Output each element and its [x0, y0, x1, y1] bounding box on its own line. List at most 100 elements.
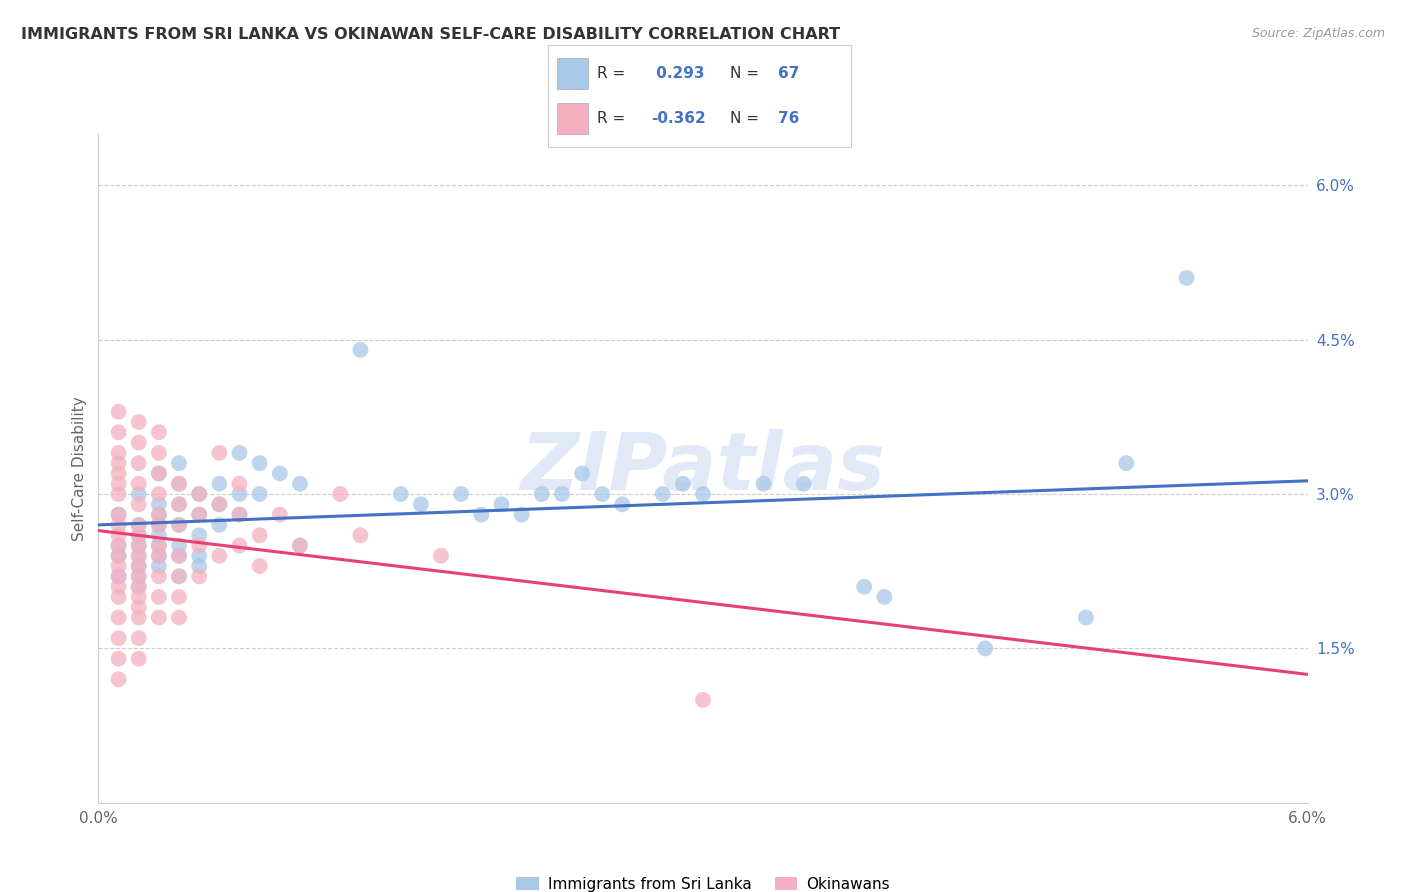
Point: [612, 497, 634, 511]
Point: [107, 580, 129, 594]
Point: [107, 569, 129, 583]
Point: [128, 528, 150, 542]
Point: [692, 693, 714, 707]
Point: [389, 487, 412, 501]
Point: [148, 467, 170, 481]
Point: [128, 631, 150, 645]
Point: [288, 539, 311, 553]
Point: [107, 569, 129, 583]
Point: [107, 456, 129, 470]
Point: [249, 559, 271, 574]
Point: [128, 435, 150, 450]
Point: [148, 569, 170, 583]
Text: ZIPatlas: ZIPatlas: [520, 429, 886, 508]
Point: [107, 673, 129, 687]
Point: [167, 497, 190, 511]
Point: [107, 549, 129, 563]
Point: [148, 539, 170, 553]
Point: [1175, 271, 1198, 285]
Point: [148, 559, 170, 574]
Point: [128, 517, 150, 532]
Text: N =: N =: [730, 66, 763, 81]
Point: [107, 651, 129, 665]
Bar: [557, 103, 588, 134]
Point: [128, 415, 150, 429]
Point: [1115, 456, 1137, 470]
Point: [249, 456, 271, 470]
Point: [128, 497, 150, 511]
Point: [167, 476, 190, 491]
Point: [974, 641, 997, 656]
Point: [148, 517, 170, 532]
Point: [128, 559, 150, 574]
Point: [188, 487, 211, 501]
Point: [651, 487, 673, 501]
Point: [188, 559, 211, 574]
Point: [128, 487, 150, 501]
Point: [128, 580, 150, 594]
Text: 0.293: 0.293: [651, 66, 704, 81]
Text: R =: R =: [596, 111, 630, 126]
Point: [128, 539, 150, 553]
Point: [107, 487, 129, 501]
Point: [228, 539, 250, 553]
Point: [793, 476, 815, 491]
Point: [148, 467, 170, 481]
Point: [752, 476, 775, 491]
Point: [148, 610, 170, 624]
Point: [128, 559, 150, 574]
Y-axis label: Self-Care Disability: Self-Care Disability: [72, 396, 87, 541]
Point: [107, 539, 129, 553]
Point: [228, 487, 250, 501]
Point: [188, 528, 211, 542]
Point: [853, 580, 876, 594]
Point: [107, 590, 129, 604]
Text: -0.362: -0.362: [651, 111, 706, 126]
Point: [107, 476, 129, 491]
Point: [228, 508, 250, 522]
Legend: Immigrants from Sri Lanka, Okinawans: Immigrants from Sri Lanka, Okinawans: [509, 871, 897, 892]
Point: [148, 590, 170, 604]
Point: [107, 549, 129, 563]
Point: [510, 508, 533, 522]
Point: [491, 497, 513, 511]
Point: [288, 476, 311, 491]
Point: [692, 487, 714, 501]
Point: [167, 517, 190, 532]
Point: [148, 539, 170, 553]
Point: [1074, 610, 1097, 624]
Text: R =: R =: [596, 66, 630, 81]
Point: [188, 549, 211, 563]
Point: [430, 549, 453, 563]
Point: [873, 590, 896, 604]
Point: [188, 539, 211, 553]
Bar: [557, 58, 588, 88]
Point: [208, 446, 231, 460]
Point: [167, 610, 190, 624]
Text: IMMIGRANTS FROM SRI LANKA VS OKINAWAN SELF-CARE DISABILITY CORRELATION CHART: IMMIGRANTS FROM SRI LANKA VS OKINAWAN SE…: [21, 27, 841, 42]
Point: [148, 549, 170, 563]
Point: [167, 569, 190, 583]
Point: [128, 569, 150, 583]
Point: [107, 508, 129, 522]
Point: [208, 497, 231, 511]
Point: [228, 446, 250, 460]
Point: [167, 549, 190, 563]
Point: [288, 539, 311, 553]
Point: [269, 467, 291, 481]
Point: [329, 487, 352, 501]
Text: Source: ZipAtlas.com: Source: ZipAtlas.com: [1251, 27, 1385, 40]
Point: [349, 528, 371, 542]
Point: [148, 517, 170, 532]
Point: [128, 549, 150, 563]
Point: [208, 497, 231, 511]
Point: [128, 476, 150, 491]
Point: [148, 487, 170, 501]
Text: N =: N =: [730, 111, 763, 126]
Point: [208, 549, 231, 563]
Point: [148, 528, 170, 542]
Point: [128, 456, 150, 470]
Point: [148, 497, 170, 511]
Point: [571, 467, 593, 481]
Point: [107, 631, 129, 645]
